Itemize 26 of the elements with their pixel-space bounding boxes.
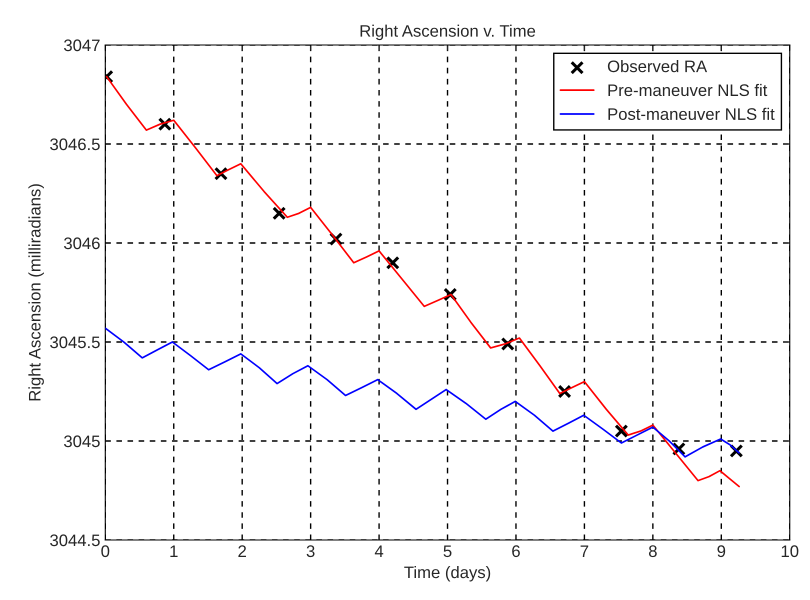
y-tick-label: 3044.5 [50, 534, 100, 546]
y-tick-label: 3045 [64, 435, 100, 448]
line-series [105, 327, 740, 458]
y-tick-label: 3046.5 [50, 138, 100, 150]
x-tick-label: 10 [782, 545, 798, 558]
x-tick-label: 8 [648, 545, 657, 558]
legend-label: Post-maneuver NLS fit [608, 108, 775, 120]
x-tick-label: 2 [238, 545, 246, 557]
x-tick-label: 3 [306, 545, 315, 558]
x-tick-label: 6 [512, 545, 520, 558]
x-tick-label: 7 [580, 545, 588, 557]
x-tick-label: 4 [374, 545, 384, 557]
y-axis-title: Right Ascension (milliradians) [28, 184, 44, 400]
y-tick-label: 3046 [64, 237, 100, 250]
x-axis-title: Time (days) [404, 566, 490, 582]
x-tick-label: 0 [101, 545, 110, 558]
y-tick-label: 3045.5 [50, 336, 100, 348]
legend-label: Pre-maneuver NLS fit [608, 84, 768, 96]
x-tick-label: 1 [170, 545, 178, 557]
point [672, 442, 686, 456]
x-tick-label: 9 [717, 545, 726, 558]
chart-title: Right Ascension v. Time [360, 24, 536, 40]
legend-label: Observed RA [608, 60, 708, 72]
point [386, 256, 400, 270]
x-tick-label: 5 [444, 545, 452, 558]
y-tick-label: 3047 [64, 39, 100, 52]
